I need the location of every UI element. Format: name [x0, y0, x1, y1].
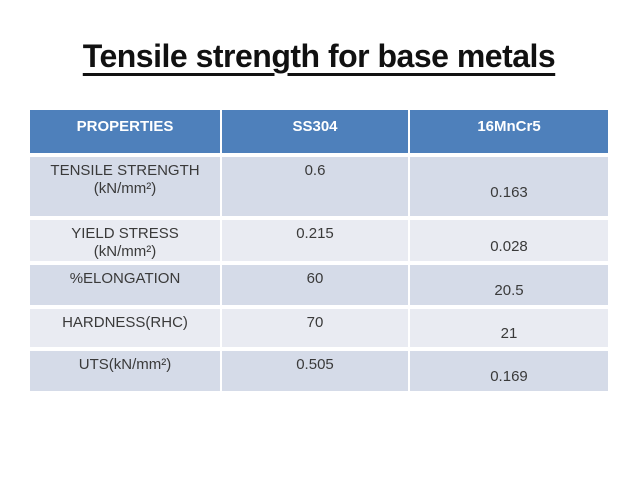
table-header-row: PROPERTIES SS304 16MnCr5 [30, 110, 608, 153]
cell-property: %ELONGATION [30, 265, 220, 305]
cell-property: HARDNESS(RHC) [30, 309, 220, 347]
cell-ss304: 0.6 [222, 157, 408, 216]
slide-title: Tensile strength for base metals [82, 38, 556, 74]
header-cell-properties: PROPERTIES [30, 110, 220, 153]
cell-ss304: 0.215 [222, 220, 408, 261]
table-row: TENSILE STRENGTH (kN/mm²) 0.6 0.163 [30, 157, 608, 216]
cell-property: UTS(kN/mm²) [30, 351, 220, 391]
cell-ss304: 70 [222, 309, 408, 347]
table-row: YIELD STRESS (kN/mm²) 0.215 0.028 [30, 220, 608, 261]
cell-property: TENSILE STRENGTH (kN/mm²) [30, 157, 220, 216]
table-row: UTS(kN/mm²) 0.505 0.169 [30, 351, 608, 391]
cell-16mncr5: 0.169 [410, 351, 608, 391]
cell-16mncr5: 20.5 [410, 265, 608, 305]
table-row: %ELONGATION 60 20.5 [30, 265, 608, 305]
properties-table: PROPERTIES SS304 16MnCr5 TENSILE STRENGT… [28, 106, 610, 395]
header-cell-16mncr5: 16MnCr5 [410, 110, 608, 153]
cell-ss304: 0.505 [222, 351, 408, 391]
table-row: HARDNESS(RHC) 70 21 [30, 309, 608, 347]
header-cell-ss304: SS304 [222, 110, 408, 153]
cell-16mncr5: 21 [410, 309, 608, 347]
cell-property: YIELD STRESS (kN/mm²) [30, 220, 220, 261]
cell-ss304: 60 [222, 265, 408, 305]
cell-16mncr5: 0.028 [410, 220, 608, 261]
cell-16mncr5: 0.163 [410, 157, 608, 216]
